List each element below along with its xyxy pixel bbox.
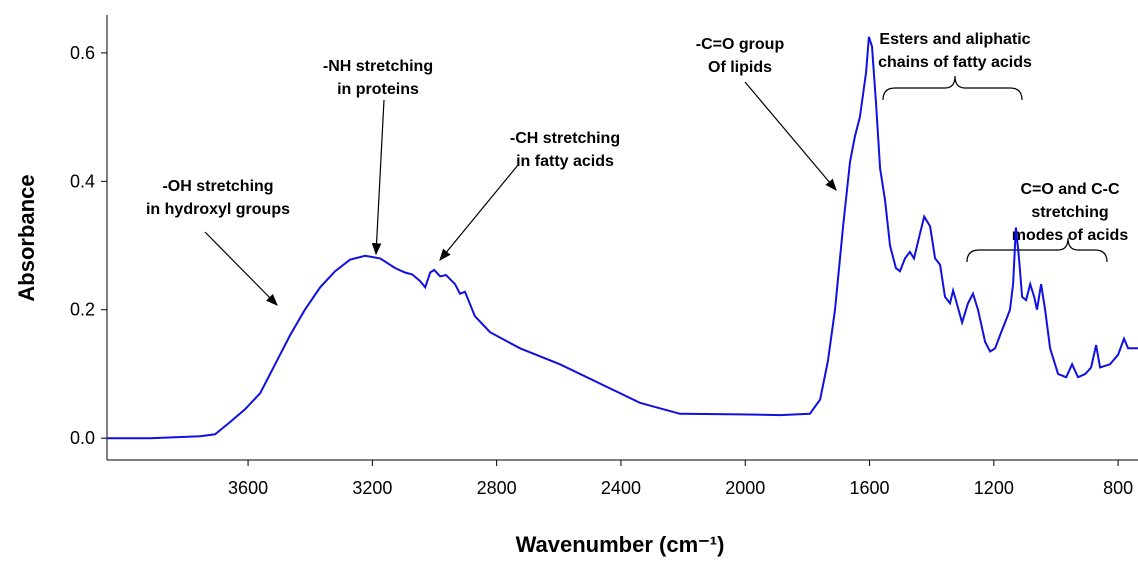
x-tick-label: 2000 <box>725 478 765 498</box>
annotation: -OH stretching <box>162 178 273 195</box>
annotation: Esters and aliphatic <box>879 31 1030 48</box>
arrow <box>204 231 278 306</box>
x-tick-label: 3600 <box>228 478 268 498</box>
x-axis-label: Wavenumber (cm⁻¹) <box>516 532 725 557</box>
y-tick-label: 0.6 <box>70 43 95 63</box>
y-tick-label: 0.4 <box>70 171 95 191</box>
x-tick-label: 2400 <box>601 478 641 498</box>
annotation: -C=O group <box>696 36 785 53</box>
x-tick-label: 1200 <box>974 478 1014 498</box>
annotation: -CH stretching <box>510 130 620 147</box>
annotation: -NH stretching <box>323 58 433 75</box>
annotation: Of lipids <box>708 59 772 76</box>
brace <box>882 75 1023 101</box>
annotation: modes of acids <box>1012 227 1129 244</box>
x-tick-label: 3200 <box>352 478 392 498</box>
brace <box>966 237 1108 263</box>
annotations: -OH stretching in hydroxyl groups -NH st… <box>146 31 1129 306</box>
annotation: stretching <box>1031 204 1108 221</box>
x-tick-label: 1600 <box>850 478 890 498</box>
x-tick-label: 2800 <box>477 478 517 498</box>
annotation: in proteins <box>337 81 419 98</box>
arrow <box>371 99 385 256</box>
y-tick-label: 0.0 <box>70 428 95 448</box>
annotation: C=O and C-C <box>1020 181 1120 198</box>
y-axis-label: Absorbance <box>14 174 39 301</box>
y-tick-label: 0.2 <box>70 300 95 320</box>
x-tick-label: 800 <box>1103 478 1133 498</box>
annotation: in fatty acids <box>516 153 614 170</box>
annotation: in hydroxyl groups <box>146 201 290 218</box>
arrow <box>744 81 837 191</box>
arrow <box>439 164 519 261</box>
spectrum-line <box>107 36 1138 440</box>
annotation: chains of fatty acids <box>878 54 1032 71</box>
